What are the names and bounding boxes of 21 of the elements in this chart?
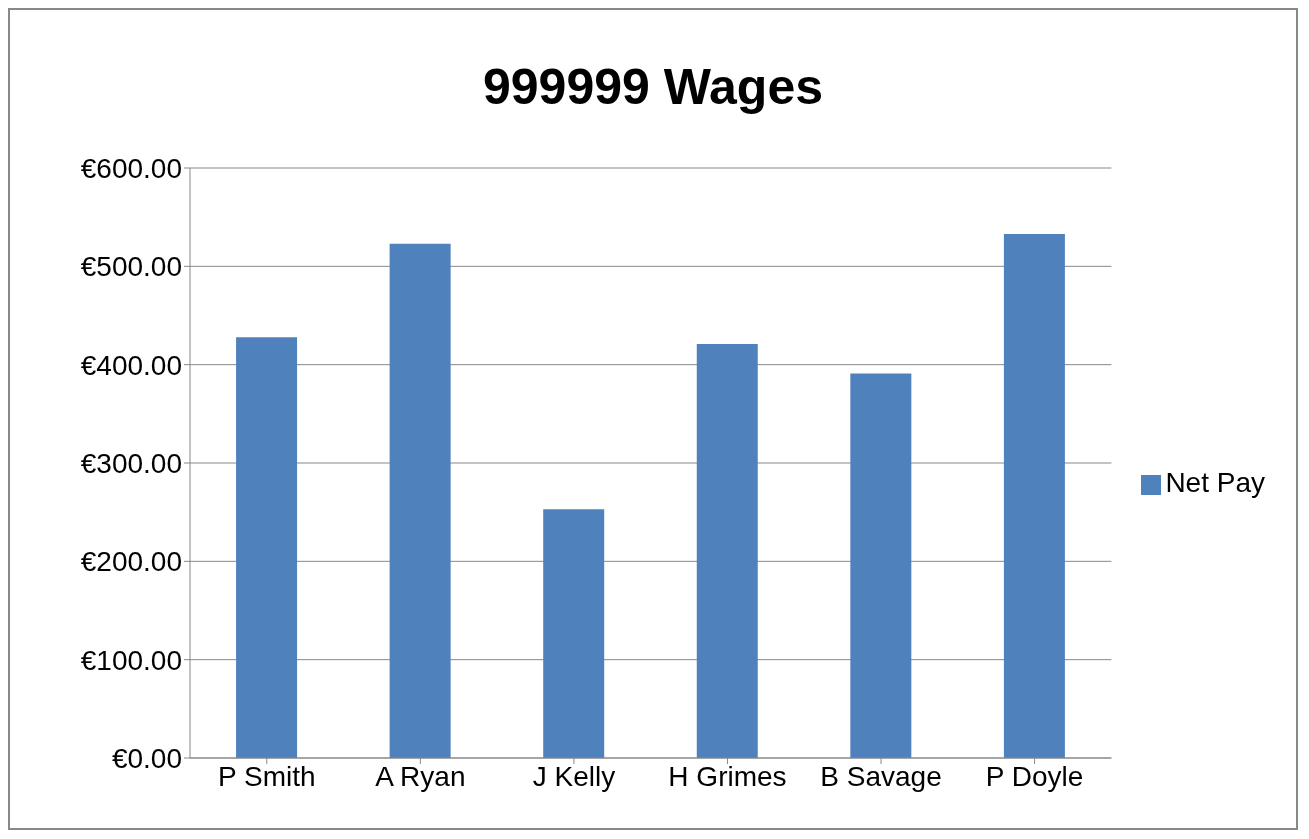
- bar: [389, 243, 451, 758]
- bar: [850, 373, 912, 758]
- chart-title: 999999 Wages: [481, 58, 824, 117]
- bar: [543, 509, 605, 758]
- y-tick-label: €600.00: [80, 152, 182, 184]
- bar: [696, 344, 758, 758]
- y-tick-label: €300.00: [80, 447, 182, 479]
- x-tick-label: H Grimes: [668, 760, 787, 792]
- x-tick-label: B Savage: [820, 760, 942, 792]
- legend-label: Net Pay: [1165, 467, 1265, 498]
- bar: [236, 337, 298, 758]
- y-tick-label: €400.00: [80, 349, 182, 381]
- y-tick-label: €100.00: [80, 644, 182, 676]
- y-tick-label: €0.00: [111, 742, 182, 774]
- x-tick-label: P Doyle: [985, 760, 1084, 792]
- bar: [1003, 233, 1065, 758]
- y-tick-label: €500.00: [80, 251, 182, 283]
- x-tick-label: P Smith: [218, 760, 316, 792]
- x-tick-label: J Kelly: [532, 760, 616, 792]
- x-tick-label: A Ryan: [375, 760, 466, 792]
- y-tick-label: €200.00: [80, 546, 182, 578]
